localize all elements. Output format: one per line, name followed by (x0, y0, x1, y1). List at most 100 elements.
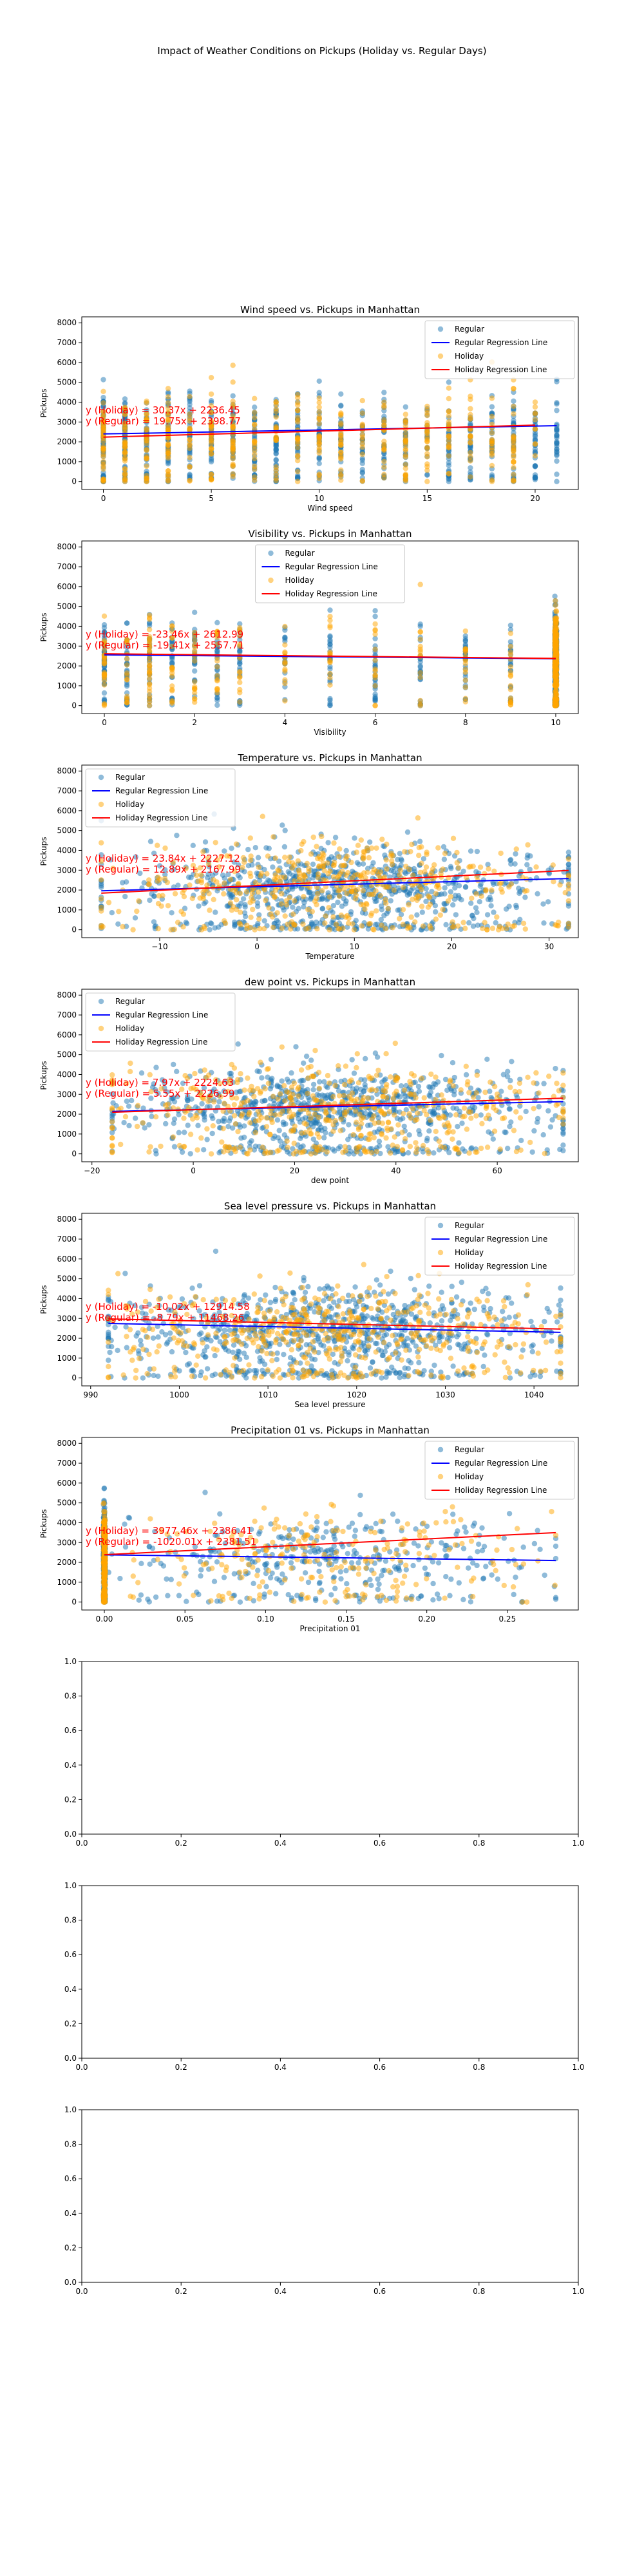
holiday-point (402, 462, 408, 468)
holiday-point (372, 703, 378, 708)
regular-point (403, 1107, 409, 1113)
regular-point (185, 1122, 191, 1128)
holiday-point (359, 478, 365, 484)
regular-point (147, 838, 154, 844)
regular-point (153, 1065, 159, 1070)
x-tick-label: 0 (102, 718, 107, 727)
holiday-point (344, 891, 350, 896)
holiday-point (451, 923, 457, 929)
regular-point (439, 891, 444, 897)
holiday-point (489, 478, 495, 484)
regular-point (234, 1108, 241, 1114)
holiday-point (187, 478, 193, 484)
regular-point (395, 907, 401, 913)
holiday-point (424, 468, 430, 473)
holiday-point (446, 409, 452, 415)
holiday-point (565, 886, 572, 892)
holiday-point (323, 913, 328, 919)
holiday-point (511, 403, 516, 410)
regular-point (474, 848, 480, 855)
holiday-point (520, 920, 527, 926)
x-tick-label: 10 (350, 942, 359, 951)
y-tick-label: 4000 (57, 397, 77, 406)
holiday-point (460, 920, 466, 925)
regular-point (399, 858, 404, 864)
holiday-point (365, 869, 370, 875)
regular-point (205, 871, 211, 877)
holiday-point (221, 891, 227, 897)
regular-point (281, 1121, 287, 1128)
holiday-point (233, 897, 240, 903)
holiday-point (101, 703, 108, 708)
regular-point (468, 900, 474, 906)
regular-point (541, 1081, 547, 1086)
holiday-point (565, 898, 572, 904)
regular-point (182, 905, 188, 911)
regular-point (204, 1137, 210, 1142)
y-tick-label: 3000 (57, 417, 77, 426)
holiday-point (372, 672, 378, 678)
holiday-point (208, 471, 214, 477)
regular-point (478, 1112, 484, 1118)
holiday-point (491, 868, 497, 874)
holiday-point (383, 896, 388, 903)
holiday-point (146, 663, 153, 668)
regular-point (488, 903, 494, 909)
holiday-point (316, 409, 322, 415)
regular-point (511, 398, 516, 404)
holiday-point (232, 869, 238, 875)
holiday-point (337, 846, 343, 852)
holiday-point (381, 464, 387, 470)
holiday-point (101, 613, 108, 619)
holiday-point (207, 907, 213, 913)
regular-point (460, 868, 466, 875)
holiday-point (192, 658, 198, 664)
holiday-point (158, 903, 164, 909)
holiday-point (261, 925, 267, 932)
holiday-point (489, 440, 495, 447)
regular-point (242, 902, 248, 908)
regular-point (237, 648, 243, 654)
regular-point (523, 1108, 529, 1115)
holiday-point (208, 403, 214, 409)
holiday-point (437, 912, 443, 918)
holiday-point (379, 837, 385, 842)
regular-point (148, 1095, 154, 1101)
holiday-point (175, 920, 181, 925)
holiday-point (214, 664, 220, 670)
holiday-point (230, 464, 236, 469)
regular-point (308, 896, 314, 902)
regular-point (518, 1137, 524, 1144)
regular-point (365, 1122, 371, 1128)
holiday-point (455, 923, 461, 929)
holiday-point (359, 410, 365, 416)
holiday-point (279, 891, 285, 896)
holiday-point (290, 911, 296, 917)
holiday-point (423, 864, 430, 870)
holiday-point (314, 926, 320, 932)
holiday-point (187, 440, 193, 447)
holiday-point (468, 454, 473, 460)
holiday-point (237, 633, 243, 639)
regular-point (171, 1116, 178, 1122)
regular-point (468, 445, 473, 451)
regular-point (477, 899, 482, 905)
regular-point (187, 471, 193, 477)
holiday-point (165, 394, 171, 400)
legend-label: Holiday Regression Line (115, 813, 207, 822)
holiday-point (446, 444, 452, 451)
regular-point (153, 1086, 158, 1093)
holiday-point (462, 925, 468, 931)
holiday-point (309, 909, 315, 914)
axes-frame (81, 764, 579, 938)
holiday-point (230, 442, 236, 448)
holiday-point (417, 697, 423, 704)
regular-point (256, 894, 261, 900)
regular-point (242, 1134, 247, 1141)
holiday-point (374, 908, 379, 914)
regular-point (549, 1117, 555, 1123)
